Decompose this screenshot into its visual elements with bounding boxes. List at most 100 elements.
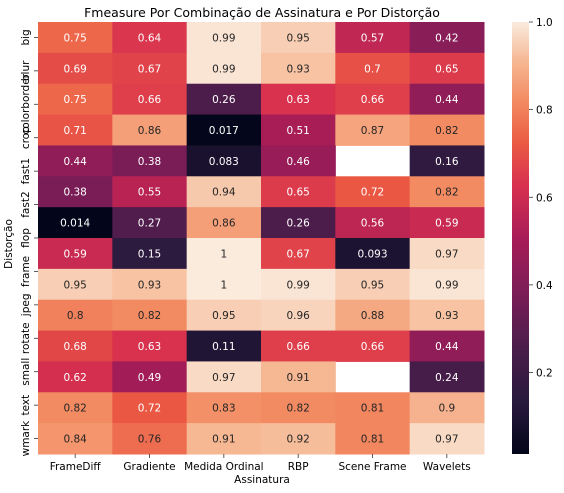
- cell-value-label: 0.46: [286, 156, 310, 168]
- heatmap-cell: [112, 238, 188, 270]
- cell-value-label: 0.92: [286, 434, 309, 446]
- heatmap-cell: [409, 330, 485, 362]
- cell-value-label: 0.017: [209, 125, 239, 137]
- heatmap-cell: [186, 22, 262, 54]
- heatmap-cell: [335, 207, 411, 239]
- cell-value-label: 0.95: [286, 32, 309, 44]
- heatmap-cell: [112, 52, 188, 85]
- heatmap-cell: [409, 145, 485, 177]
- heatmap-cell: [261, 423, 336, 455]
- cell-value-label: 0.44: [435, 341, 459, 353]
- heatmap-cell: [335, 330, 411, 362]
- cell-value-label: 0.76: [138, 434, 162, 446]
- x-tick-label: Scene Frame: [338, 461, 406, 473]
- cell-value-label: 0.51: [286, 125, 309, 137]
- heatmap-cell: [186, 207, 262, 239]
- cell-value-label: 0.66: [138, 94, 162, 106]
- heatmap-cell: [38, 361, 113, 393]
- colorbar-tick-label: 1.0: [536, 17, 553, 29]
- cell-value-label: 0.97: [435, 248, 458, 260]
- y-tick-label: flop: [20, 228, 32, 248]
- heatmap-cell: [335, 392, 411, 424]
- cell-value-label: 0.91: [212, 434, 235, 446]
- cell-value-label: 1: [220, 248, 227, 260]
- cell-value-label: 0.64: [138, 32, 162, 44]
- cell-value-label: 0.94: [212, 187, 236, 199]
- cell-value-label: 0.093: [357, 248, 387, 260]
- cell-value-label: 0.67: [286, 248, 309, 260]
- heatmap-cell: [409, 22, 485, 54]
- heatmap-cell: [186, 83, 262, 116]
- colorbar-tick-label: 0.2: [536, 368, 553, 380]
- y-axis-label: Distorção: [3, 219, 15, 269]
- cell-value-label: 0.65: [286, 187, 309, 199]
- heatmap-cell: [409, 423, 485, 455]
- cell-value-label: 0.63: [138, 341, 161, 353]
- heatmap-cell: [38, 392, 113, 424]
- cell-value-label: 0.86: [212, 218, 236, 230]
- cell-value-label: 0.59: [435, 218, 458, 230]
- cell-value-label: 0.11: [212, 341, 235, 353]
- heatmap-cell: [409, 207, 485, 239]
- cell-value-label: 0.99: [212, 63, 235, 75]
- heatmap-cell: [112, 268, 188, 301]
- heatmap-cell: [112, 330, 188, 362]
- colorbar-tick-label: 0.8: [536, 105, 553, 117]
- heatmap-cell: [112, 83, 188, 116]
- heatmap-cell: [38, 145, 113, 177]
- heatmap-cells: [38, 22, 485, 455]
- heatmap-cell: [112, 361, 188, 393]
- cell-value-label: 0.96: [286, 310, 310, 322]
- heatmap-cell: [261, 299, 336, 332]
- heatmap-cell: [335, 114, 411, 146]
- x-tick-label: FrameDiff: [50, 461, 102, 473]
- cell-value-label: 1: [220, 279, 227, 291]
- heatmap-cell: [112, 114, 188, 146]
- y-tick-label: blur: [20, 60, 32, 81]
- heatmap-cell: [261, 83, 336, 116]
- x-axis-label: Assinatura: [234, 474, 290, 486]
- heatmap-cell: [409, 268, 485, 301]
- cell-value-label: 0.75: [63, 94, 86, 106]
- heatmap-cell: [335, 22, 411, 54]
- heatmap-cell: [261, 330, 336, 362]
- heatmap-cell: [38, 299, 113, 332]
- x-tick-label: Wavelets: [423, 461, 471, 473]
- cell-value-label: 0.67: [138, 63, 161, 75]
- heatmap-cell: [409, 238, 485, 270]
- cell-value-label: 0.69: [63, 63, 86, 75]
- cell-value-label: 0.99: [435, 279, 458, 291]
- cell-value-label: 0.71: [63, 125, 86, 137]
- cell-value-label: 0.82: [286, 403, 309, 415]
- cell-value-label: 0.16: [435, 156, 459, 168]
- cell-value-label: 0.44: [63, 156, 87, 168]
- cell-value-label: 0.72: [138, 403, 161, 415]
- heatmap-cell: [335, 52, 411, 85]
- cell-value-label: 0.82: [435, 187, 458, 199]
- heatmap-cell: [261, 22, 336, 54]
- cell-value-label: 0.44: [435, 94, 459, 106]
- heatmap-cell: [112, 423, 188, 455]
- heatmap-cell: [38, 52, 113, 85]
- cell-value-label: 0.82: [138, 310, 161, 322]
- cell-value-label: 0.82: [63, 403, 86, 415]
- y-tick-label: text: [20, 395, 32, 416]
- cell-value-label: 0.93: [138, 279, 161, 291]
- cell-value-label: 0.97: [212, 372, 235, 384]
- cell-value-label: 0.91: [286, 372, 309, 384]
- cell-value-label: 0.014: [60, 218, 90, 230]
- cell-value-label: 0.42: [435, 32, 458, 44]
- heatmap-cell: [409, 114, 485, 146]
- heatmap-cell: [186, 268, 262, 301]
- cell-value-label: 0.8: [67, 310, 84, 322]
- cell-value-label: 0.9: [438, 403, 455, 415]
- heatmap-value-labels: 0.75 0.64 0.99 0.95 0.57 0.42 0.69 0.67 0.99 0.93…: [60, 32, 459, 445]
- cell-value-label: 0.66: [361, 94, 385, 106]
- heatmap-cell: [335, 238, 411, 270]
- cell-value-label: 0.99: [286, 279, 309, 291]
- heatmap-cell: [186, 114, 262, 146]
- colorbar-tick-label: 0.4: [536, 280, 553, 292]
- cell-value-label: 0.24: [435, 372, 459, 384]
- heatmap-cell: [38, 176, 113, 208]
